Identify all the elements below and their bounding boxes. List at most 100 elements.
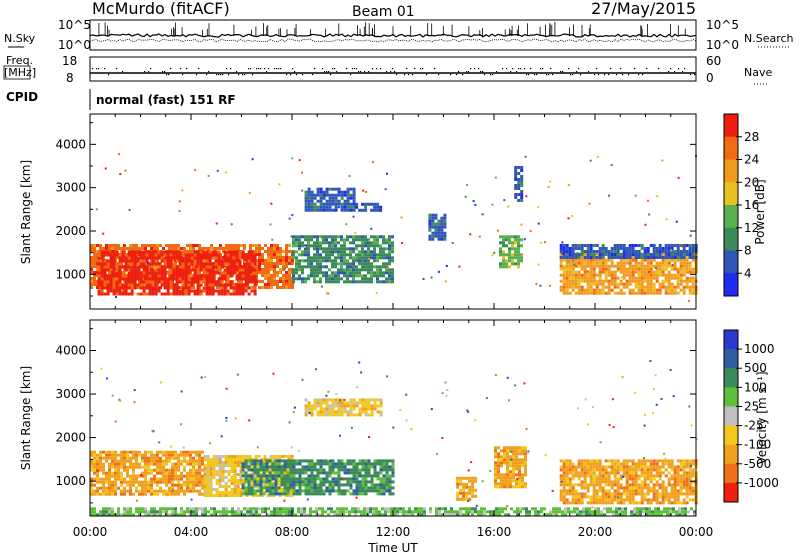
nsky-trace [89, 33, 697, 38]
heatmap-cell [225, 244, 228, 247]
heatmap-cell [205, 250, 209, 254]
heatmap-cell [90, 259, 93, 262]
heatmap-cell [250, 277, 254, 281]
nave-dot [468, 71, 470, 73]
heatmap-cell [261, 253, 264, 256]
heatmap-speck [661, 159, 664, 162]
heatmap-cell [352, 462, 356, 466]
heatmap-cell [328, 471, 332, 475]
heatmap-cell [592, 267, 596, 271]
heatmap-cell [224, 470, 228, 473]
heatmap-cell [256, 483, 260, 487]
heatmap-cell [99, 459, 102, 463]
nave-dot [492, 74, 494, 76]
heatmap-cell [238, 253, 242, 257]
heatmap-cell [147, 465, 150, 469]
heatmap-cell [682, 247, 686, 250]
heatmap-cell [361, 202, 365, 206]
heatmap-speck [549, 180, 552, 183]
heatmap-cell [218, 479, 222, 482]
heatmap-cell [343, 404, 347, 408]
heatmap-cell [628, 291, 632, 295]
power-heatmap [90, 153, 698, 302]
heatmap-cell [379, 265, 382, 269]
heatmap-cell [313, 235, 316, 239]
heatmap-cell [166, 256, 170, 260]
heatmap-cell [130, 277, 134, 281]
heatmap-cell [307, 489, 311, 493]
heatmap-cell [96, 462, 99, 466]
heatmap-cell [514, 175, 518, 178]
velocity-heatmap [90, 360, 698, 517]
heatmap-cell [292, 241, 295, 245]
heatmap-cell [206, 494, 210, 497]
heatmap-speck [194, 169, 197, 172]
heatmap-cell [367, 413, 371, 417]
heatmap-cell [619, 282, 623, 286]
heatmap-cell [658, 247, 662, 250]
heatmap-cell [355, 244, 358, 248]
heatmap-cell [244, 268, 248, 272]
heatmap-cell [589, 253, 593, 256]
heatmap-cell [109, 280, 113, 284]
heatmap-cell [99, 450, 102, 454]
heatmap-cell [313, 468, 317, 472]
heatmap-cell [459, 497, 463, 501]
heatmap-cell [349, 256, 352, 260]
nave-dot [646, 68, 648, 70]
heatmap-cell [640, 279, 644, 283]
heatmap-cell [222, 250, 225, 253]
heatmap-cell [244, 462, 248, 466]
heatmap-cell [625, 285, 629, 289]
heatmap-cell [376, 477, 380, 481]
heatmap-cell [253, 280, 257, 284]
heatmap-cell [349, 401, 353, 405]
heatmap-cell [319, 202, 323, 206]
heatmap-cell [281, 455, 285, 458]
heatmap-cell [310, 468, 314, 472]
heatmap-cell [97, 250, 101, 254]
heatmap-cell [685, 267, 689, 271]
heatmap-cell [503, 455, 506, 459]
heatmap-cell [184, 265, 188, 269]
heatmap-cell [628, 276, 632, 280]
heatmap-cell [370, 480, 374, 484]
heatmap-cell [192, 489, 195, 493]
heatmap-cell [367, 280, 370, 284]
heatmap-cell [183, 459, 186, 463]
heatmap-speck [491, 254, 494, 257]
heatmap-cell [133, 268, 137, 272]
heatmap-cell [298, 265, 301, 269]
heatmap-cell [208, 289, 212, 293]
nave-dot [422, 68, 424, 70]
heatmap-cell [589, 270, 593, 274]
heatmap-cell [210, 244, 213, 247]
heatmap-cell [204, 277, 207, 280]
heatmap-cell [388, 274, 391, 278]
heatmap-cell [352, 477, 356, 481]
heatmap-cell [202, 253, 206, 257]
heatmap-cell [577, 279, 581, 283]
heatmap-cell [301, 459, 305, 463]
heatmap-cell [370, 474, 374, 478]
heatmap-cell [304, 489, 308, 493]
heatmap-cell [468, 485, 472, 489]
heatmap-cell [93, 465, 96, 469]
heatmap-cell [251, 479, 255, 482]
heatmap-cell [99, 253, 102, 256]
heatmap-cell [241, 265, 245, 269]
heatmap-cell [682, 285, 686, 289]
heatmap-cell [115, 274, 119, 278]
heatmap-cell [328, 398, 332, 402]
heatmap-cell [583, 270, 587, 274]
heatmap-cell [220, 283, 224, 287]
heatmap-speck [593, 257, 595, 260]
heatmap-cell [322, 202, 326, 206]
heatmap-cell [298, 238, 301, 242]
heatmap-cell [267, 265, 270, 268]
heatmap-cell [503, 458, 506, 462]
heatmap-cell [313, 202, 317, 206]
heatmap-cell [268, 483, 272, 487]
heatmap-cell [676, 267, 680, 271]
heatmap-cell [583, 288, 587, 292]
